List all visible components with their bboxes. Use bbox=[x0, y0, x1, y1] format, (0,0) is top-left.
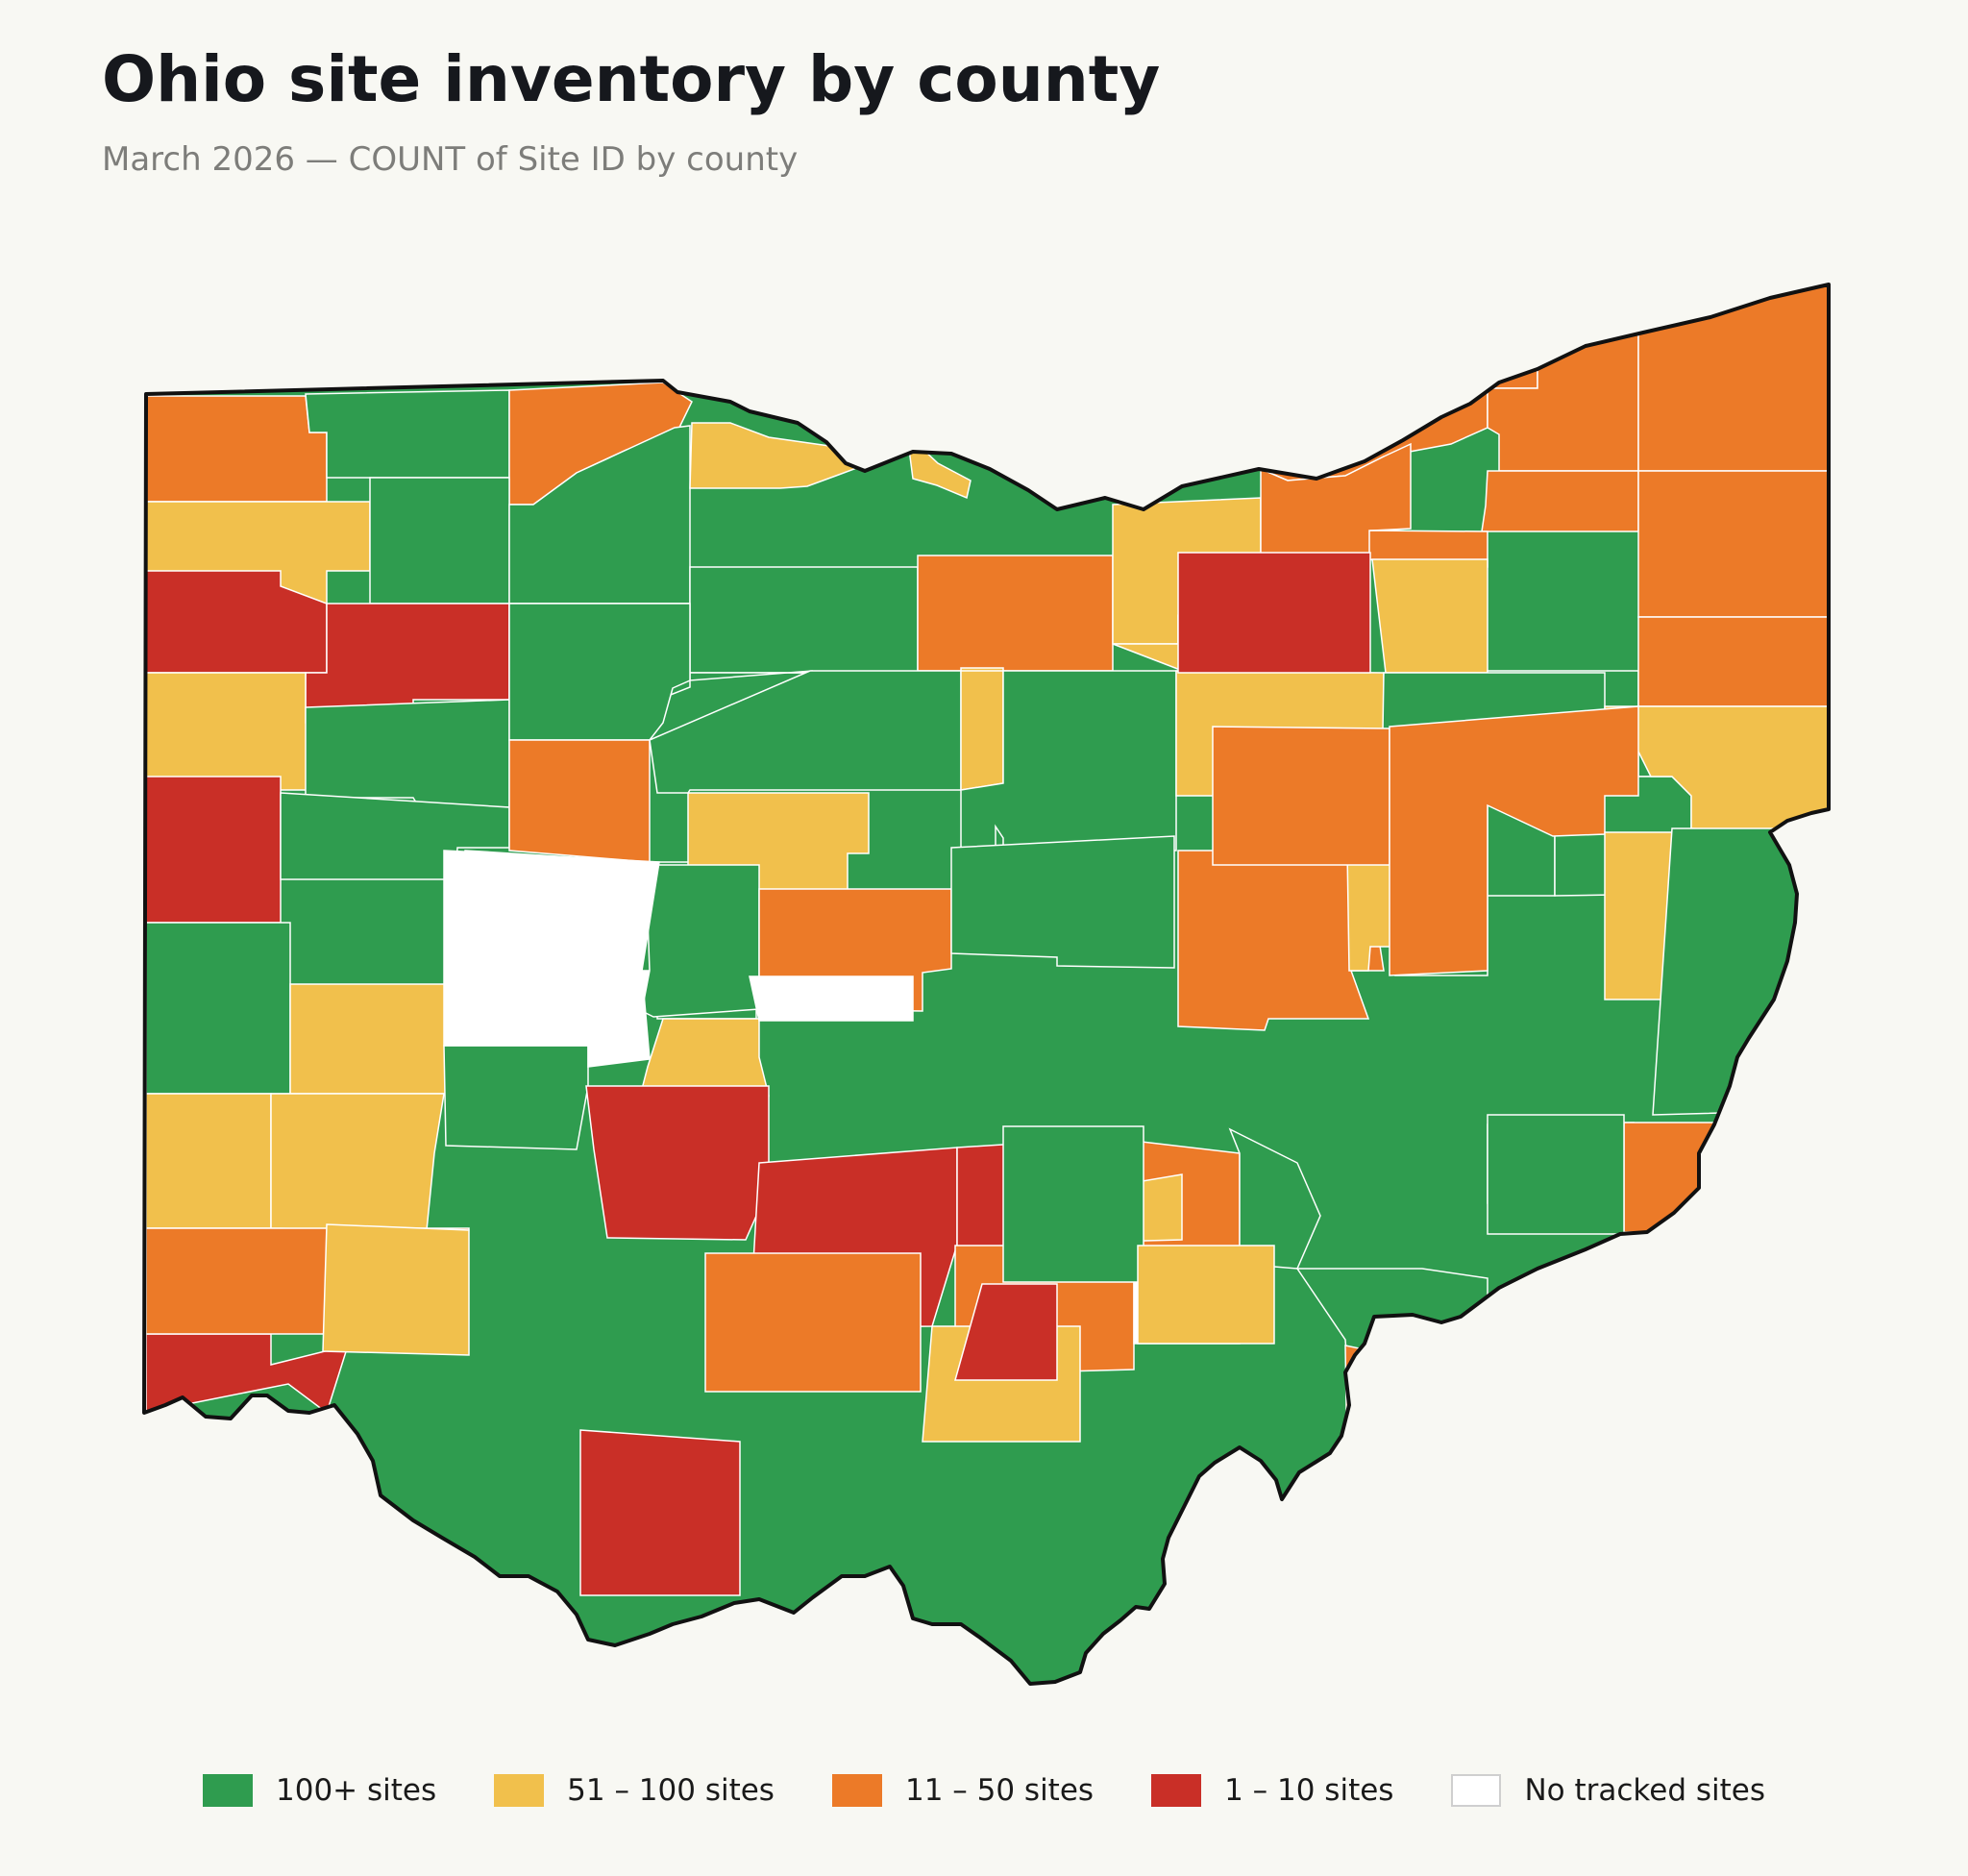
county-c32 bbox=[145, 776, 282, 924]
county-c18 bbox=[917, 555, 1114, 672]
legend-item: 11 – 50 sites bbox=[831, 1773, 1095, 1808]
legend-label: 1 – 10 sites bbox=[1224, 1773, 1394, 1808]
legend-label: 51 – 100 sites bbox=[567, 1773, 775, 1808]
county-c29 bbox=[305, 699, 510, 808]
legend-swatch bbox=[1151, 1774, 1202, 1807]
legend-label: No tracked sites bbox=[1524, 1773, 1765, 1808]
county-c49 bbox=[145, 1093, 272, 1229]
legend-item: 51 – 100 sites bbox=[494, 1773, 775, 1808]
county-c25 bbox=[1637, 616, 1829, 707]
county-c78 bbox=[1344, 1345, 1487, 1471]
map-title: Ohio site inventory by county bbox=[102, 42, 1161, 116]
county-c85 bbox=[1002, 1125, 1144, 1283]
county-c62 bbox=[749, 975, 914, 1022]
county-c11 bbox=[1637, 284, 1829, 472]
state-outline bbox=[142, 283, 1831, 1686]
county-c27 bbox=[145, 672, 328, 791]
legend-label: 11 – 50 sites bbox=[904, 1773, 1095, 1808]
county-c56 bbox=[950, 835, 1175, 969]
legend-label: 100+ sites bbox=[276, 1773, 437, 1808]
county-c67 bbox=[322, 1223, 470, 1356]
legend-swatch bbox=[203, 1774, 253, 1807]
county-c36 bbox=[508, 739, 651, 863]
ohio-county-map bbox=[142, 283, 1831, 1686]
legend-swatch bbox=[831, 1774, 882, 1807]
county-c50 bbox=[270, 1093, 445, 1231]
county-c39 bbox=[960, 670, 1004, 791]
county-c84 bbox=[954, 1283, 1058, 1381]
legend-item: No tracked sites bbox=[1451, 1773, 1765, 1808]
map-subtitle: March 2026 — COUNT of Site ID by county bbox=[102, 140, 799, 179]
county-c13 bbox=[1637, 470, 1829, 618]
county-c12 bbox=[1481, 470, 1639, 532]
county-c1 bbox=[145, 395, 328, 503]
legend-item: 1 – 10 sites bbox=[1151, 1773, 1393, 1808]
county-c60 bbox=[1389, 705, 1639, 976]
county-c88 bbox=[579, 1429, 741, 1596]
county-c2 bbox=[305, 389, 510, 479]
county-c87 bbox=[1137, 1245, 1275, 1345]
county-c53 bbox=[641, 864, 760, 1018]
map-legend: 100+ sites 51 – 100 sites 11 – 50 sites 1 –… bbox=[0, 1773, 1968, 1808]
county-c10 bbox=[1487, 284, 1639, 472]
county-c86 bbox=[704, 1252, 922, 1393]
legend-swatch bbox=[494, 1774, 545, 1807]
county-c68 bbox=[585, 1085, 770, 1241]
legend-item: 100+ sites bbox=[203, 1773, 436, 1808]
legend-swatch bbox=[1451, 1774, 1502, 1807]
county-c7 bbox=[689, 422, 872, 489]
county-c47 bbox=[145, 922, 291, 1095]
county-c52 bbox=[443, 1045, 589, 1150]
county-c83 bbox=[1487, 1114, 1625, 1235]
county-c48 bbox=[289, 983, 458, 1095]
county-c59 bbox=[1212, 726, 1390, 866]
county-c61 bbox=[1177, 552, 1371, 674]
county-c5 bbox=[369, 477, 510, 605]
county-c30 bbox=[508, 603, 691, 741]
county-c17 bbox=[689, 566, 919, 674]
county-c65 bbox=[145, 1227, 333, 1335]
county-c63 bbox=[443, 850, 660, 1068]
county-c81 bbox=[1652, 827, 1827, 1116]
